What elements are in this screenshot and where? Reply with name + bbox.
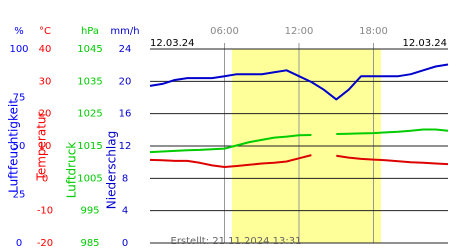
axis-name: Temperatur (35, 111, 49, 181)
axis-name: Niederschlag (105, 131, 119, 209)
y-tick-label: 25 (13, 190, 26, 201)
axis-unit: °C (39, 26, 51, 37)
y-tick-label: 985 (80, 238, 99, 249)
y-tick-label: 1015 (77, 141, 102, 152)
x-tick-label: 12:00 (285, 26, 314, 37)
y-tick-label: 16 (119, 109, 132, 120)
y-tick-label: 12 (119, 141, 132, 152)
axis-name: Luftfeuchtigkeit (7, 99, 21, 193)
series-line (149, 63, 449, 101)
series-line (149, 128, 449, 154)
x-tick-label: 18:00 (359, 26, 388, 37)
y-tick-label: 24 (119, 44, 132, 55)
created-note: Erstellt: 21.11.2024 13:31 (171, 236, 302, 247)
y-tick-label: 100 (9, 44, 28, 55)
y-tick-label: 995 (80, 206, 99, 217)
y-tick-label: 8 (122, 173, 128, 184)
y-tick-label: 10 (39, 141, 52, 152)
axis-unit: mm/h (110, 26, 139, 37)
y-tick-label: 1025 (77, 109, 102, 120)
date-right: 12.03.24 (402, 38, 447, 49)
series-line (149, 154, 449, 168)
y-tick-label: -10 (37, 206, 53, 217)
y-tick-label: 40 (39, 44, 52, 55)
y-tick-label: 0 (16, 238, 22, 249)
y-tick-label: 75 (13, 93, 26, 104)
axis-name: Luftdruck (65, 142, 79, 199)
y-tick-label: 1035 (77, 76, 102, 87)
date-left: 12.03.24 (150, 38, 195, 49)
y-tick-label: 20 (39, 109, 52, 120)
axis-unit: hPa (81, 26, 99, 37)
y-tick-label: -20 (37, 238, 53, 249)
x-tick-label: 06:00 (210, 26, 239, 37)
y-tick-label: 0 (122, 238, 128, 249)
y-tick-label: 1045 (77, 44, 102, 55)
y-tick-label: 4 (122, 206, 128, 217)
y-tick-label: 0 (42, 173, 48, 184)
y-tick-label: 50 (13, 141, 26, 152)
axis-unit: % (14, 26, 24, 37)
y-tick-label: 20 (119, 76, 132, 87)
y-tick-label: 30 (39, 76, 52, 87)
y-tick-label: 1005 (77, 173, 102, 184)
